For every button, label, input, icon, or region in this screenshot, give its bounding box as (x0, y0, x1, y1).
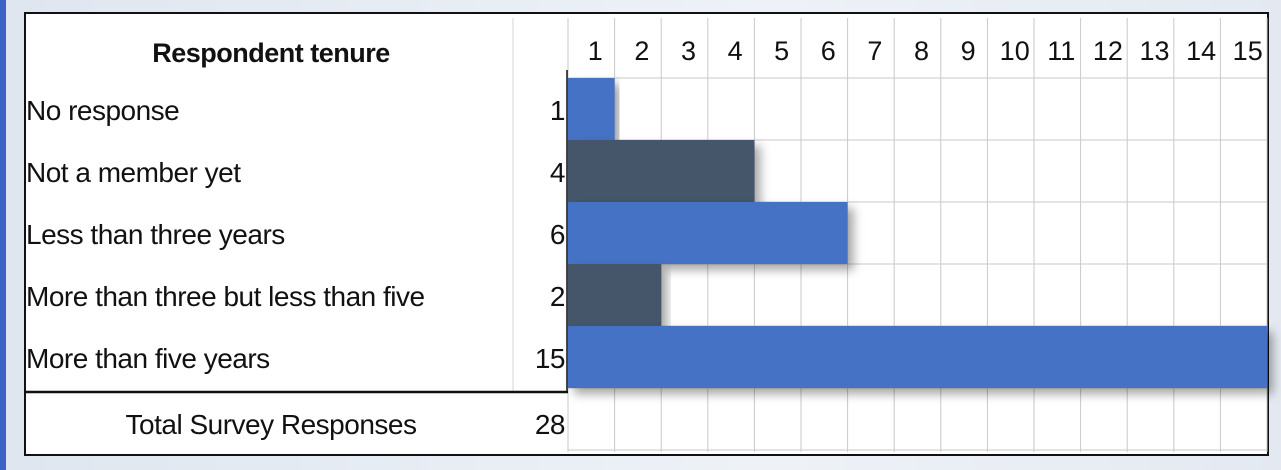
tick-label: 13 (1139, 36, 1169, 66)
tick-label: 14 (1186, 36, 1216, 66)
bar (568, 140, 755, 202)
total-label: Total Survey Responses (125, 409, 417, 440)
count-less-than-three: 6 (549, 219, 566, 250)
tick-label: 6 (821, 36, 836, 66)
tick-label: 7 (867, 36, 882, 66)
category-label-less-than-three: Less than three years (26, 219, 285, 250)
tick-label: 1 (588, 36, 603, 66)
tick-label: 11 (1047, 36, 1075, 66)
category-label-not-a-member: Not a member yet (26, 157, 241, 188)
tick-label: 4 (728, 36, 743, 66)
bars (568, 78, 1267, 388)
tick-label: 8 (914, 36, 929, 66)
count-more-than-five: 15 (534, 343, 566, 374)
tick-label: 3 (681, 36, 696, 66)
axis-tick-labels: 1 2 3 4 5 6 7 8 9 10 11 12 13 14 15 (588, 36, 1263, 66)
bar (568, 202, 848, 264)
count-not-a-member: 4 (549, 157, 566, 188)
category-label-three-to-five: More than three but less than five (26, 281, 425, 312)
bar (568, 264, 662, 326)
tick-label: 12 (1093, 36, 1123, 66)
tick-label: 15 (1233, 36, 1263, 66)
count-three-to-five: 2 (549, 281, 566, 312)
total-value: 28 (534, 409, 566, 440)
table-borders (24, 70, 568, 394)
category-label-more-than-five: More than five years (26, 343, 270, 374)
category-label-no-response: No response (26, 95, 180, 126)
chart-title: Respondent tenure (152, 37, 390, 68)
tick-label: 9 (961, 36, 976, 66)
tick-label: 5 (774, 36, 789, 66)
count-no-response: 1 (549, 95, 566, 126)
bar (568, 78, 615, 140)
bar (568, 326, 1267, 388)
tick-label: 10 (1000, 36, 1030, 66)
tick-label: 2 (634, 36, 649, 66)
